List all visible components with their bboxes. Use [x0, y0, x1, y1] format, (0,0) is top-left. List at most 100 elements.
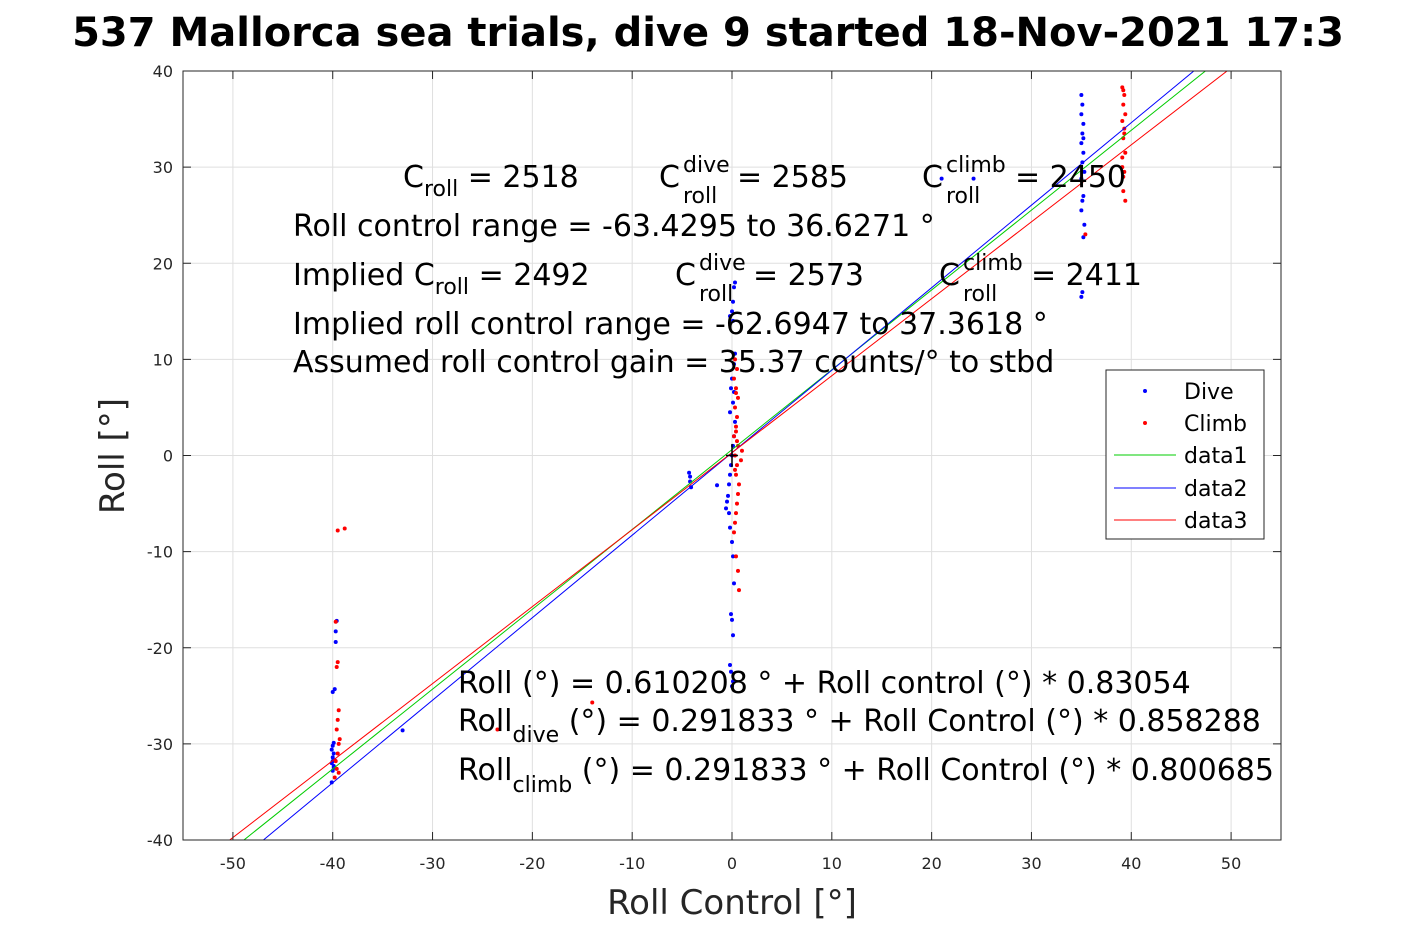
dive-point — [728, 472, 733, 477]
dive-point — [732, 351, 737, 356]
dive-point — [729, 669, 734, 674]
dive-point — [330, 689, 335, 694]
climb-point — [590, 700, 595, 705]
legend-label-data3: data3 — [1184, 509, 1248, 534]
axis-ticks: -50 -40 -30 -20 -10 0 10 20 30 40 50 -40 -30 -20 -10 0 1… — [147, 62, 1281, 873]
dive-point — [333, 639, 338, 644]
dive-point — [731, 285, 736, 290]
climb-point — [1123, 198, 1128, 203]
dive-point — [1079, 294, 1084, 299]
y-tick-label: 20 — [153, 254, 173, 273]
dive-point — [330, 755, 335, 760]
legend-label-dive: Dive — [1184, 380, 1234, 405]
climb-point — [731, 434, 736, 439]
climb-point — [734, 439, 739, 444]
climb-point — [1121, 189, 1126, 194]
climb-point — [734, 366, 739, 371]
dive-point — [730, 617, 734, 622]
dive-point — [729, 612, 734, 617]
dive-point — [1081, 150, 1086, 155]
climb-point — [733, 554, 738, 559]
climb-point — [733, 386, 738, 391]
climb-point — [1123, 112, 1128, 117]
dive-point — [730, 679, 735, 684]
climb-point — [732, 405, 737, 410]
plot-marks — [228, 71, 1228, 840]
annotation-fit-dive: Rolldive (°) = 0.291833 ° + Roll Control… — [458, 704, 1261, 748]
climb-point — [733, 472, 738, 477]
annotation-implied-c-roll-dive: C dive roll = 2573 — [675, 251, 864, 307]
dive-point — [1081, 121, 1086, 126]
climb-point — [335, 717, 340, 722]
dive-point — [725, 499, 730, 504]
x-tick-label: 50 — [1221, 854, 1241, 873]
climb-point — [334, 727, 339, 732]
climb-point — [1123, 150, 1128, 155]
dive-point — [726, 493, 731, 498]
climb-point — [336, 770, 341, 775]
climb-point — [735, 568, 740, 573]
climb-point — [333, 759, 338, 764]
y-tick-label: -40 — [147, 831, 173, 850]
series-climb — [332, 85, 1128, 780]
svg-text:roll: roll — [963, 282, 997, 307]
dive-point — [1079, 112, 1084, 117]
climb-point — [1083, 232, 1088, 237]
climb-point — [734, 501, 739, 506]
chart-title: 537 Mallorca sea trials, dive 9 started … — [72, 10, 1344, 56]
dive-point — [728, 525, 733, 530]
dive-point — [724, 506, 729, 511]
dive-point — [1079, 93, 1084, 98]
legend-label-data2: data2 — [1184, 477, 1248, 502]
dive-point — [1080, 131, 1085, 136]
dive-point — [727, 511, 732, 516]
annotation-implied-c-roll: Implied Croll = 2492 — [293, 258, 590, 300]
dive-point — [728, 314, 733, 319]
dive-point — [731, 362, 736, 367]
climb-point — [733, 391, 738, 396]
y-axis-label: Roll [°] — [93, 398, 133, 514]
legend-marker-dive — [1143, 389, 1147, 393]
climb-point — [1120, 118, 1125, 123]
legend-label-climb: Climb — [1184, 412, 1247, 437]
svg-text:roll: roll — [683, 184, 717, 209]
climb-point — [342, 526, 347, 531]
svg-text:= 2411: = 2411 — [1031, 258, 1142, 293]
climb-point — [336, 741, 341, 746]
climb-point — [739, 448, 744, 453]
climb-point — [336, 708, 341, 713]
svg-text:= 2573: = 2573 — [753, 258, 864, 293]
svg-text:= 2585: = 2585 — [737, 160, 848, 195]
svg-text:= 2450: = 2450 — [1015, 160, 1126, 195]
climb-point — [334, 664, 339, 669]
climb-point — [335, 528, 340, 533]
dive-point — [1079, 141, 1084, 146]
climb-point — [733, 424, 738, 429]
climb-point — [738, 458, 743, 463]
annotation-roll-control-range: Roll control range = -63.4295 to 36.6271… — [293, 209, 935, 244]
climb-point — [335, 751, 340, 756]
dive-point — [715, 483, 720, 488]
x-tick-label: -30 — [419, 854, 445, 873]
climb-point — [732, 357, 737, 362]
climb-point — [495, 727, 500, 732]
climb-point — [733, 429, 738, 434]
y-tick-label: 40 — [153, 62, 173, 81]
dive-point — [1082, 169, 1087, 174]
dive-point — [730, 684, 734, 689]
climb-point — [731, 376, 736, 381]
annotation-c-roll-dive: C dive roll = 2585 — [659, 153, 848, 209]
svg-text:C: C — [922, 160, 943, 195]
climb-point — [732, 520, 737, 525]
svg-text:roll: roll — [946, 184, 980, 209]
x-tick-label: -20 — [519, 854, 545, 873]
climb-point — [1122, 169, 1127, 174]
y-tick-label: 10 — [153, 350, 173, 369]
climb-point — [334, 766, 339, 771]
x-tick-label: 0 — [727, 854, 737, 873]
dive-point — [730, 540, 734, 545]
x-tick-label: -10 — [619, 854, 645, 873]
climb-point — [735, 395, 740, 400]
dive-point — [730, 318, 735, 323]
